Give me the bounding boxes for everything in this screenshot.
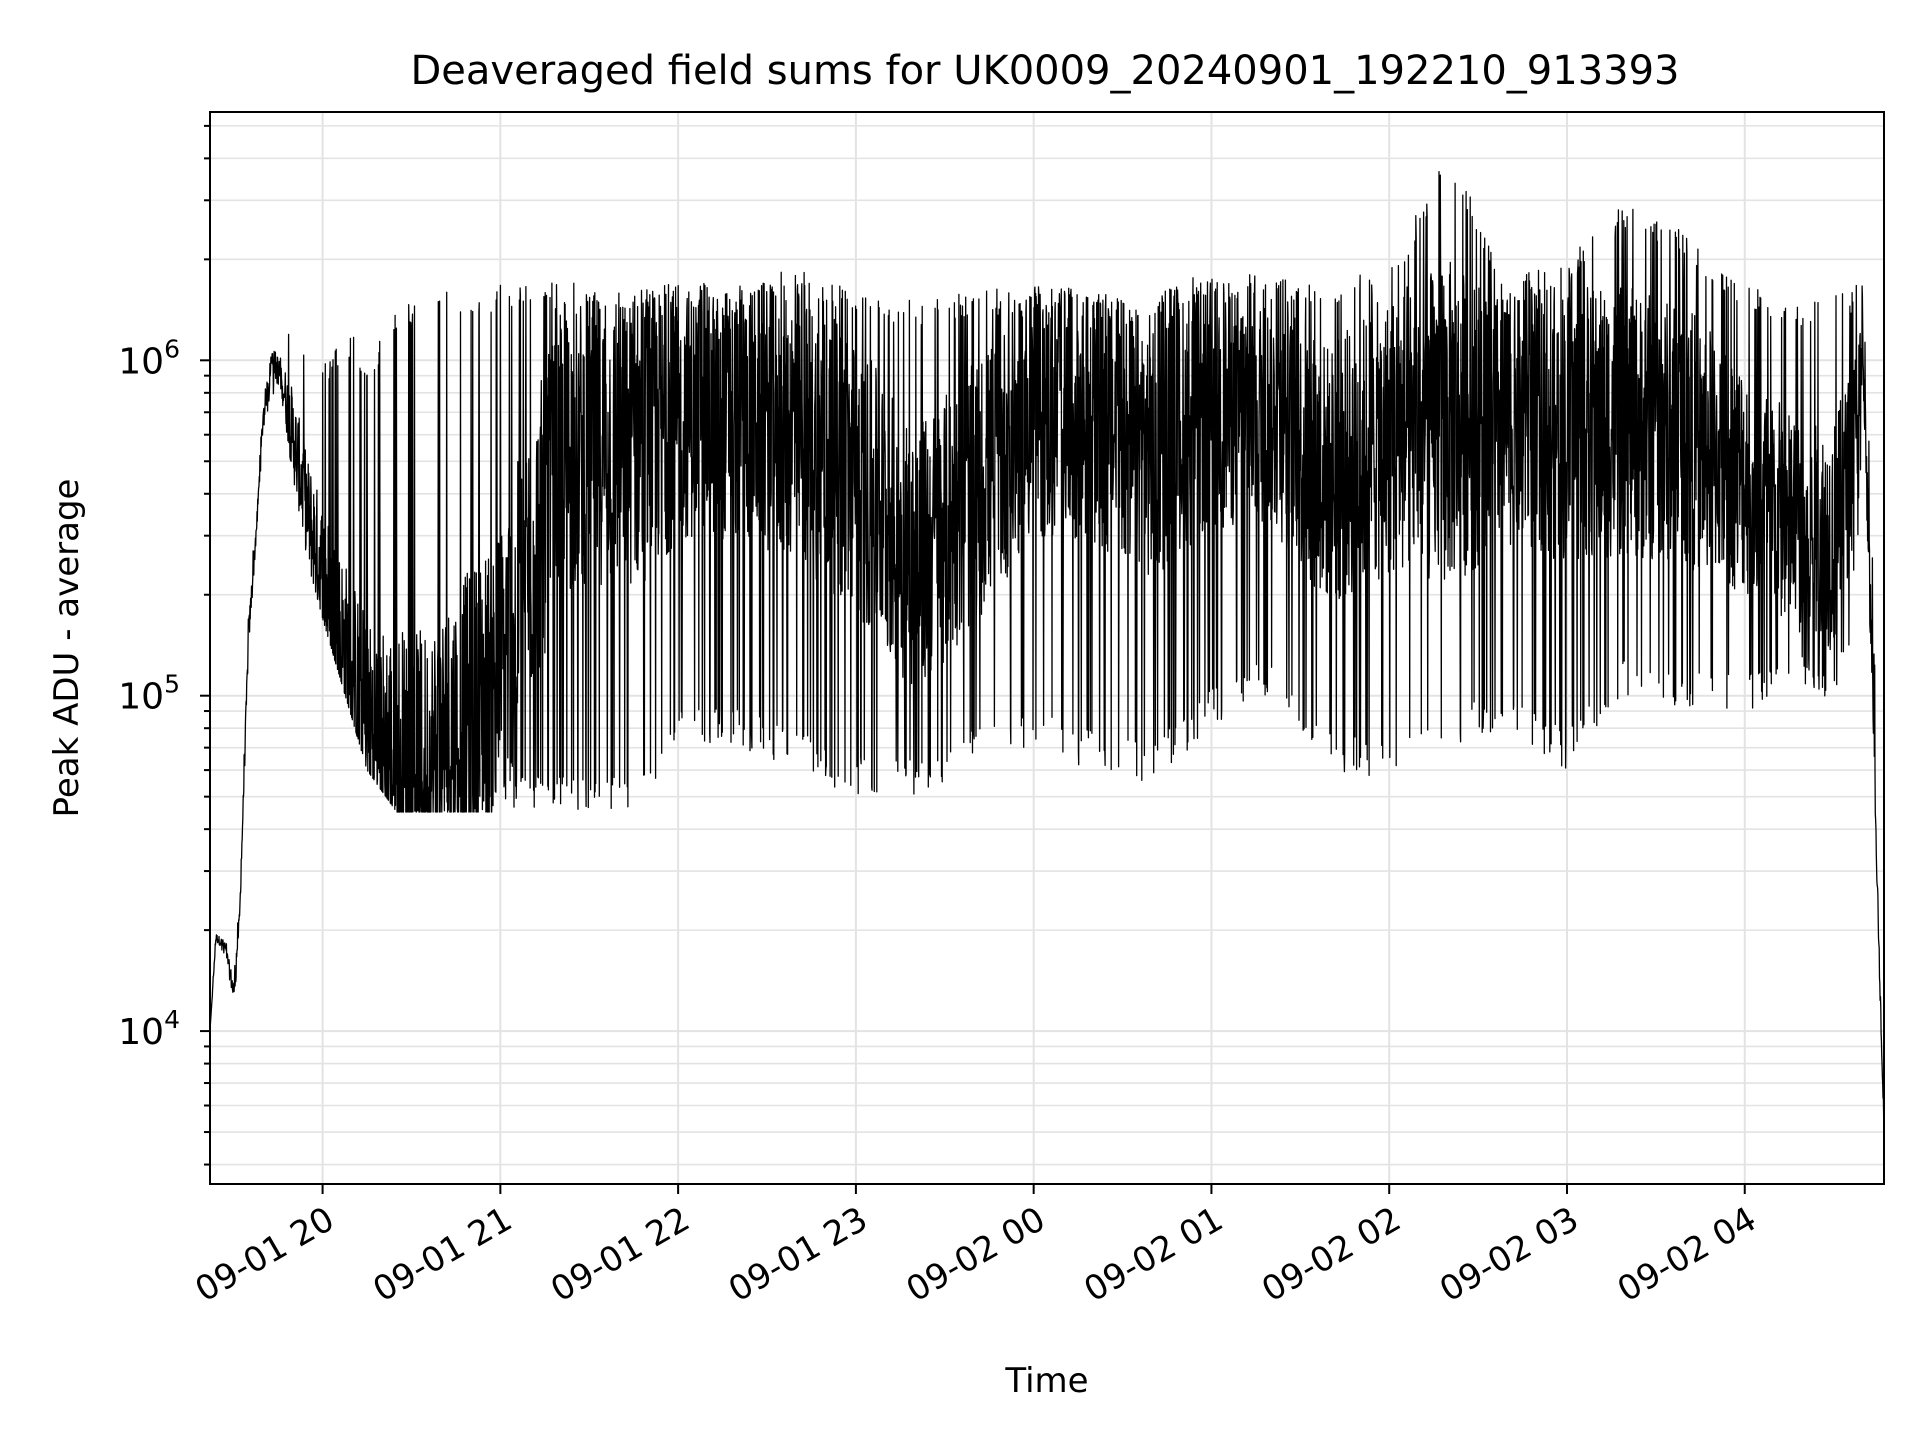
chart-title: Deaveraged field sums for UK0009_2024090… <box>410 48 1679 94</box>
x-tick-label: 09-01 22 <box>544 1199 696 1310</box>
data-series <box>209 171 1885 1133</box>
x-axis: 09-01 20 09-01 21 09-01 22 09-01 23 09-02 00… <box>189 1184 1763 1310</box>
y-tick-label: 105 <box>118 670 180 718</box>
y-tick-label: 106 <box>118 334 180 382</box>
x-tick-label: 09-02 03 <box>1433 1199 1585 1310</box>
x-axis-label: Time <box>1004 1361 1088 1401</box>
y-axis-label: Peak ADU - average <box>47 479 87 818</box>
plot-frame <box>209 111 1885 1185</box>
x-tick-label: 09-02 01 <box>1078 1199 1230 1310</box>
series-line <box>209 171 1885 1133</box>
x-tick-label: 09-01 20 <box>189 1199 341 1310</box>
x-tick-label: 09-01 21 <box>366 1199 518 1310</box>
y-tick-label: 104 <box>118 1005 180 1053</box>
x-tick-label: 09-02 02 <box>1255 1199 1407 1310</box>
x-tick-label: 09-02 00 <box>900 1199 1052 1310</box>
x-tick-label: 09-01 23 <box>722 1199 874 1310</box>
y-axis: 104 105 106 <box>118 124 210 1166</box>
x-tick-label: 09-02 04 <box>1611 1199 1763 1310</box>
